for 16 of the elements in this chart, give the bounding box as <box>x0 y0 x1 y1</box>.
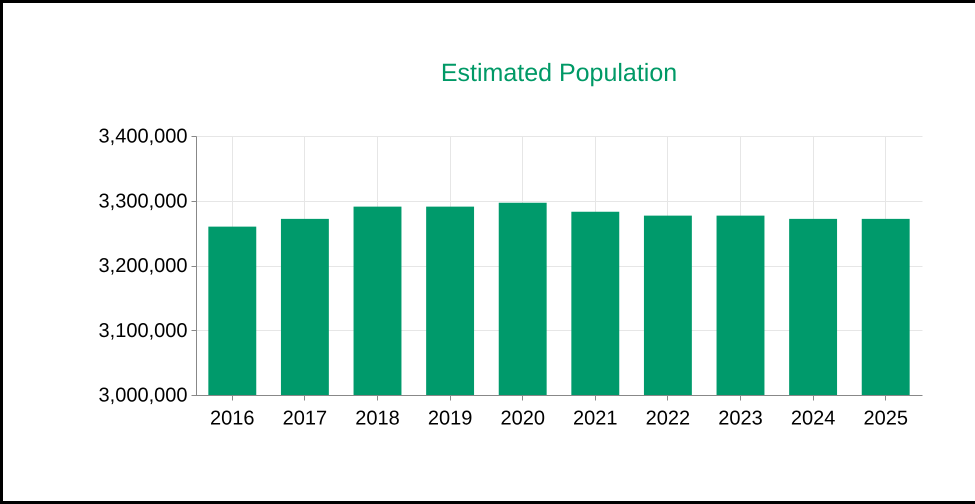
x-tick-label: 2017 <box>282 408 328 430</box>
x-tick-label: 2018 <box>355 408 400 430</box>
x-tick-label: 2023 <box>718 408 763 430</box>
chart-title: Estimated Population <box>440 59 678 87</box>
x-tick-label: 2022 <box>646 408 690 430</box>
x-tick-label: 2025 <box>863 408 908 430</box>
y-tick-label: 3,300,000 <box>98 190 188 212</box>
x-tick-label: 2024 <box>790 408 836 430</box>
y-tick-label: 3,400,000 <box>98 126 188 148</box>
x-tick-label: 2021 <box>573 408 618 430</box>
x-tick-label: 2016 <box>210 408 255 430</box>
x-tick-label: 2020 <box>500 408 545 430</box>
y-tick-label: 3,100,000 <box>98 320 188 342</box>
y-tick-label: 3,000,000 <box>98 384 188 406</box>
x-tick-label: 2019 <box>428 408 472 430</box>
y-tick-label: 3,200,000 <box>98 255 188 277</box>
